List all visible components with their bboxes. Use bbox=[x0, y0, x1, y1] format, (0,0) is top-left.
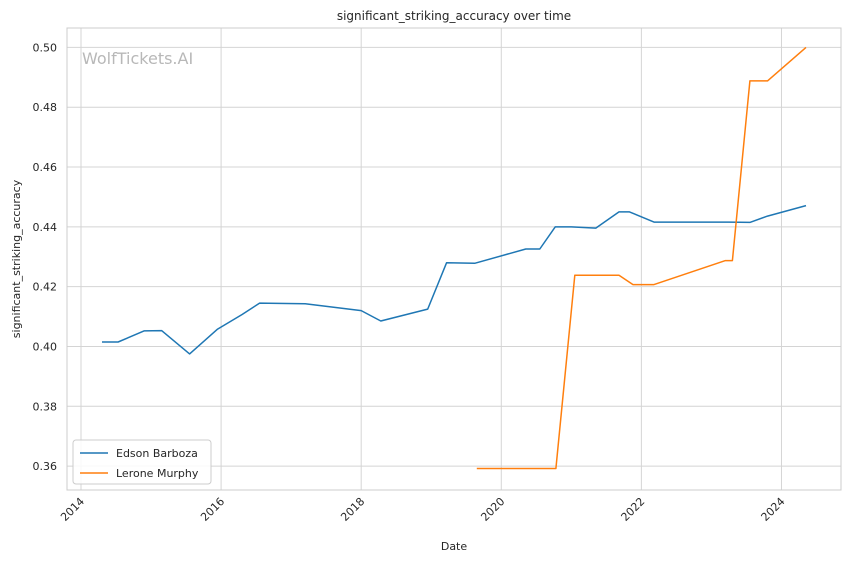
x-tick-label: 2024 bbox=[759, 495, 788, 524]
y-tick-label: 0.48 bbox=[33, 101, 58, 114]
x-tick-label: 2018 bbox=[338, 495, 367, 524]
chart-title: significant_striking_accuracy over time bbox=[337, 9, 571, 23]
y-tick-label: 0.40 bbox=[33, 340, 58, 353]
x-tick-label: 2016 bbox=[198, 495, 227, 524]
series-line-lerone-murphy bbox=[476, 46, 807, 470]
series-line-edson-barboza bbox=[102, 204, 807, 355]
watermark: WolfTickets.AI bbox=[82, 49, 193, 68]
y-tick-label: 0.44 bbox=[33, 221, 58, 234]
y-axis-label: significant_striking_accuracy bbox=[10, 179, 23, 338]
legend-label-lerone-murphy: Lerone Murphy bbox=[116, 467, 199, 480]
x-axis-label: Date bbox=[441, 540, 468, 553]
legend-label-edson-barboza: Edson Barboza bbox=[116, 447, 198, 460]
legend: Edson Barboza Lerone Murphy bbox=[72, 439, 212, 485]
y-tick-label: 0.42 bbox=[33, 281, 58, 294]
grid-layer bbox=[67, 28, 841, 490]
plot-frame bbox=[66, 27, 842, 491]
x-tick-label: 2020 bbox=[478, 495, 507, 524]
x-tick-label: 2014 bbox=[58, 495, 87, 524]
y-tick-label: 0.50 bbox=[33, 41, 58, 54]
series-layer bbox=[102, 46, 807, 470]
x-tick-label: 2022 bbox=[619, 495, 648, 524]
y-tick-label: 0.46 bbox=[33, 161, 58, 174]
y-tick-label: 0.36 bbox=[33, 460, 58, 473]
y-tick-label: 0.38 bbox=[33, 400, 58, 413]
